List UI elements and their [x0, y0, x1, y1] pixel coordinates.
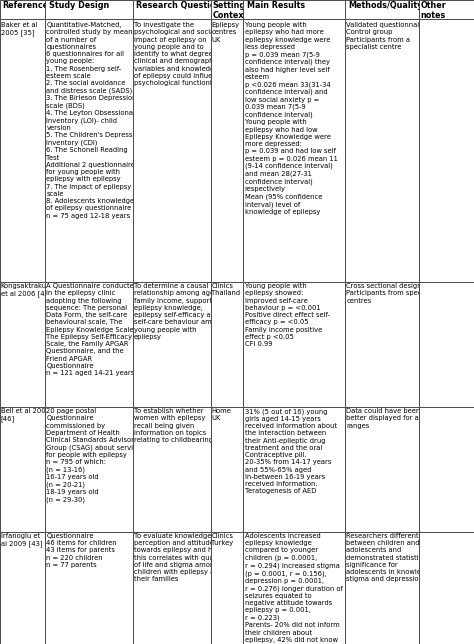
Text: Researchers differentiated
between children and
adolescents and
demonstrated sta: Researchers differentiated between child… [346, 533, 436, 582]
Text: Irfanoglu et
al 2009 [43]: Irfanoglu et al 2009 [43] [0, 533, 42, 547]
Text: A Questionnaire conducted
in the epilepsy clinic
adopting the following
sequence: A Questionnaire conducted in the epileps… [46, 283, 138, 376]
Text: Adolescents increased
epilepsy knowledge
compared to younger
children (p = 0.000: Adolescents increased epilepsy knowledge… [245, 533, 343, 644]
Text: Data could have been
better displayed for age
ranges: Data could have been better displayed fo… [346, 408, 427, 428]
Text: Baker et al
2005 [35]: Baker et al 2005 [35] [0, 22, 37, 36]
Text: Setting
Context: Setting Context [212, 1, 247, 21]
Text: To investigate the
psychological and social
impact of epilepsy on
young people a: To investigate the psychological and soc… [134, 22, 224, 86]
Text: Cross sectional design
Participants from specialist
centres: Cross sectional design Participants from… [346, 283, 438, 303]
Text: Young people with
epilepsy who had more
epilepsy knowledge were
less depressed
p: Young people with epilepsy who had more … [245, 22, 337, 215]
Text: Bell et al 2002
[46]: Bell et al 2002 [46] [0, 408, 50, 422]
Text: Clinics
Thailand: Clinics Thailand [211, 283, 240, 296]
Text: To determine a causal
relationship among age,
family income, support,
epilepsy k: To determine a causal relationship among… [134, 283, 224, 340]
Text: To evaluate knowledge,
perception and attitude
towards epilepsy and how
this cor: To evaluate knowledge, perception and at… [134, 533, 224, 582]
Text: To establish whether
women with epilepsy
recall being given
information on topic: To establish whether women with epilepsy… [134, 408, 213, 443]
Text: 20 page postal
Questionnaire
commissioned by
Department of Health
Clinical Stand: 20 page postal Questionnaire commissione… [46, 408, 145, 503]
Text: Study Design: Study Design [48, 1, 109, 10]
Text: Validated questionnaires
Control group
Participants from a
specialist centre: Validated questionnaires Control group P… [346, 22, 429, 50]
Text: Quantitative-Matched,
controlled study by means
of a number of
questionnaires
6 : Quantitative-Matched, controlled study b… [46, 22, 143, 219]
Text: Main Results: Main Results [247, 1, 305, 10]
Text: 31% (5 out of 16) young
girls aged 14-15 years
received information about
the in: 31% (5 out of 16) young girls aged 14-15… [245, 408, 337, 494]
Text: Kongsaktrakul
et al 2006 [43]: Kongsaktrakul et al 2006 [43] [0, 283, 51, 297]
Text: Research Question: Research Question [136, 1, 221, 10]
Text: Reference: Reference [2, 1, 48, 10]
Text: Young people with
epilepsy showed:
Improved self-care
behaviour p = <0.001
Posit: Young people with epilepsy showed: Impro… [245, 283, 329, 347]
Text: Clinics
Turkey: Clinics Turkey [211, 533, 234, 546]
Text: Questionnaire
46 items for children
43 items for parents
n = 220 children
n = 77: Questionnaire 46 items for children 43 i… [46, 533, 117, 568]
Text: Epilepsy
centres
UK: Epilepsy centres UK [211, 22, 239, 43]
Text: Other
notes: Other notes [421, 1, 447, 21]
Text: Home
UK: Home UK [211, 408, 231, 421]
Text: Methods/Quality: Methods/Quality [348, 1, 422, 10]
